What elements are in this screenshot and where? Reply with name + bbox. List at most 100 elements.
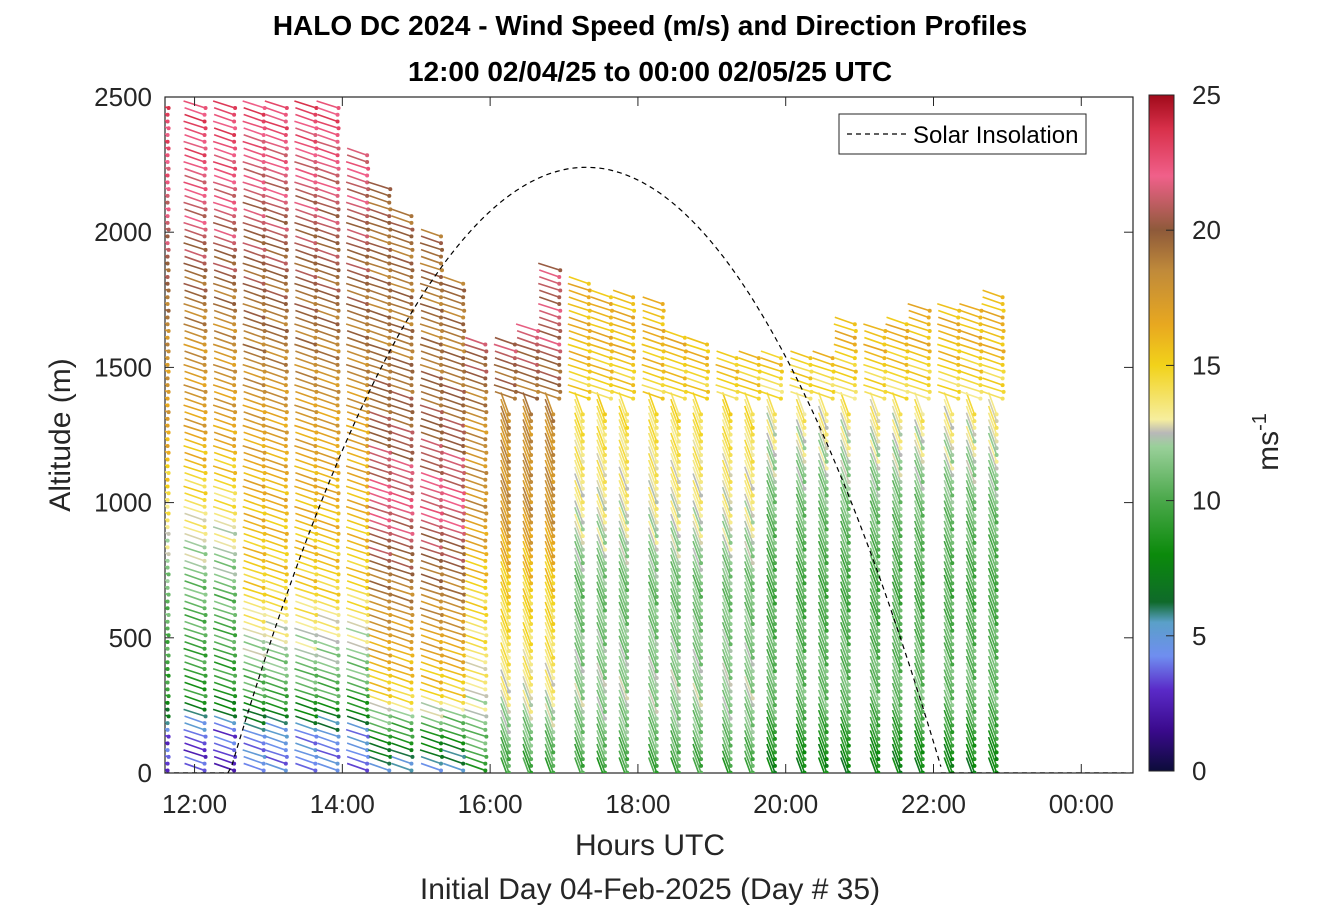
wind-barb [442,492,464,501]
wind-barb [464,444,487,454]
wind-barb [184,330,205,339]
wind-barb-tip [313,477,318,482]
wind-barb-tip [750,736,755,741]
wind-barb-tip [529,757,534,762]
wind-barb [908,390,929,400]
wind-barb-tip [728,682,733,687]
wind-barb-tip [580,763,585,768]
wind-barb-tip [676,655,681,660]
wind-barb [965,736,976,760]
wind-barb-tip [165,640,170,644]
wind-barb-tip [483,667,488,672]
wind-barb [840,452,850,476]
wind-barb-tip [728,459,733,464]
wind-barb-tip [654,662,659,667]
wind-barb [265,397,287,407]
wind-barb [213,735,235,745]
wind-barb [391,411,412,420]
wind-barb-tip [978,383,983,388]
wind-barb-tip [387,727,392,732]
wind-barb [184,701,205,711]
wind-barb-tip [654,567,659,572]
wind-barb [834,357,856,366]
wind-barb [317,458,338,467]
wind-barb-tip [506,439,511,444]
wind-barb-tip [904,322,909,327]
wind-barb-tip [439,504,444,509]
wind-barb-tip [284,166,289,171]
wind-barb-tip [165,315,170,320]
wind-barb-tip [165,721,170,726]
wind-barb [670,547,680,571]
wind-barb [500,588,510,611]
wind-barb [390,647,413,657]
wind-barb [574,473,584,496]
wind-barb [346,147,368,157]
wind-barb-tip [165,680,170,685]
wind-barb [242,485,265,495]
wind-barb-tip [876,493,881,498]
wind-barb-tip [654,621,659,626]
wind-barb [795,452,806,476]
wind-barb-tip [314,531,319,536]
wind-barb-tip [898,770,903,773]
wind-barb [670,425,680,449]
wind-barb-tip [461,768,466,773]
wind-barb [295,228,316,238]
wind-barb [795,520,806,544]
wind-barb [464,586,487,596]
wind-barb [420,600,442,609]
wind-barb [744,628,754,652]
wind-barb [294,140,317,150]
wind-barb-tip [750,689,755,694]
wind-barb [715,363,738,373]
wind-barb-tip [284,531,289,536]
wind-barb-tip [410,369,415,374]
wind-barb-tip [165,295,170,300]
wind-barb [516,357,538,366]
wind-barb [316,668,339,677]
wind-barb-tip [920,588,925,593]
wind-barb-tip [757,389,762,394]
wind-barb [544,682,554,706]
wind-barb-tip [926,376,931,381]
wind-barb-tip [484,754,489,759]
wind-barb [812,377,833,386]
wind-barb [538,282,561,292]
wind-barb-tip [602,594,607,599]
wind-barb [840,655,850,679]
wind-barb-tip [439,437,444,442]
wind-barb [891,649,902,672]
wind-barb [345,647,369,657]
wind-barb-tip [551,621,556,626]
wind-barb-tip [336,552,341,557]
wind-barb-tip [387,302,392,306]
wind-barb [419,688,443,697]
wind-barb [420,512,442,522]
wind-barb-tip [772,716,777,721]
wind-barb-tip [284,471,289,475]
wind-barb [840,703,850,726]
wind-barb [183,688,206,697]
wind-barb [744,446,754,469]
wind-barb [212,161,236,170]
wind-barb [544,574,554,598]
wind-barb [522,432,532,456]
wind-barb-tip [283,707,288,712]
wind-barb [183,485,206,495]
wind-barb-tip [926,383,931,388]
wind-barb-tip [506,561,511,566]
wind-barb-tip [283,626,288,631]
wind-barb-tip [387,484,392,489]
wind-barb-tip [734,383,739,388]
wind-barb [184,499,205,508]
wind-barb-tip [233,714,238,719]
wind-barb-tip [876,635,881,640]
wind-barb-tip [824,480,829,484]
wind-barb-tip [551,554,556,559]
wind-barb [596,567,606,591]
wind-barb [642,330,663,339]
wind-barb [294,242,317,251]
wind-barb-tip [387,464,392,469]
wind-barb-tip [283,700,288,705]
